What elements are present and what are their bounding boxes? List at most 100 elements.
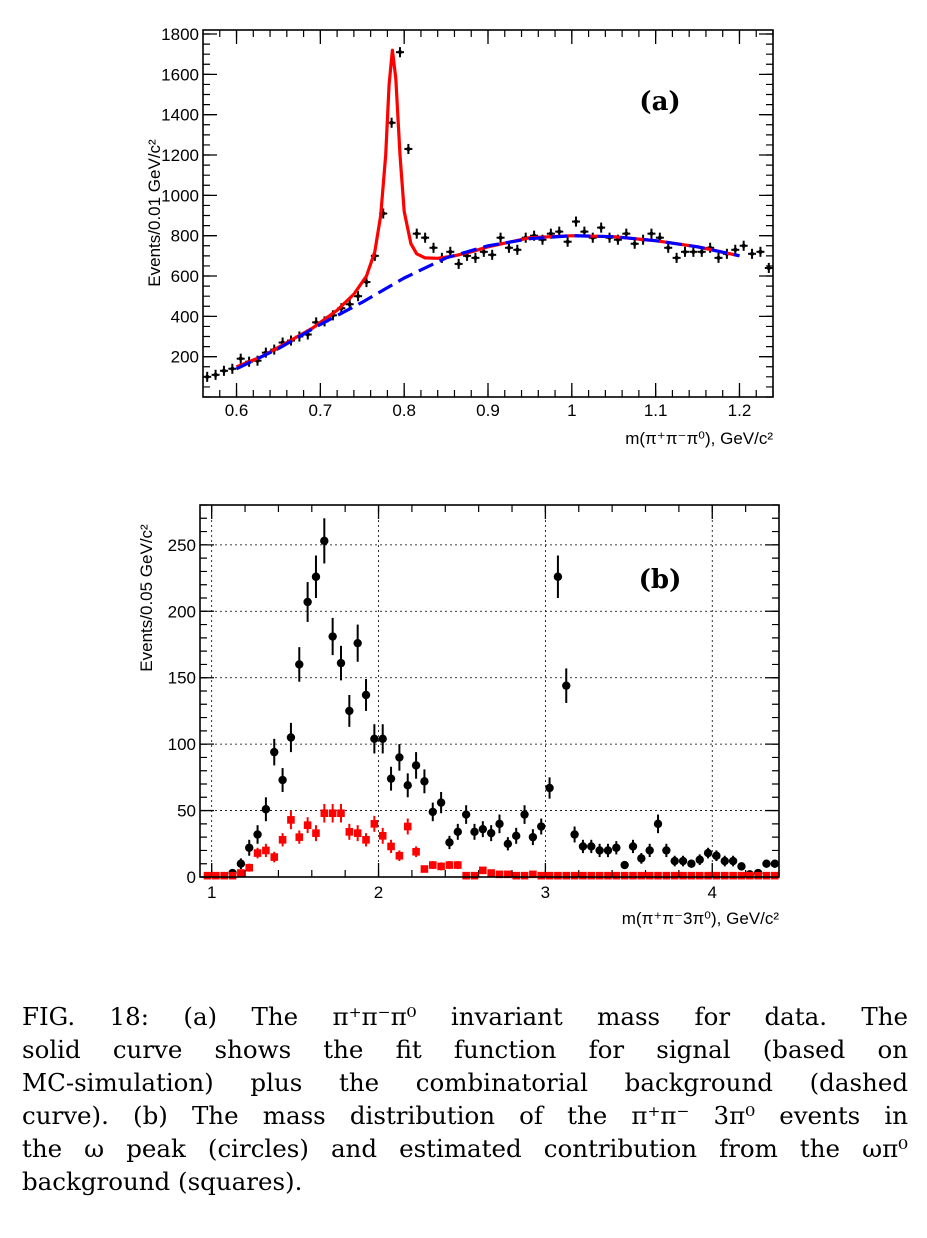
square-marker bbox=[554, 871, 562, 880]
data-point bbox=[420, 769, 429, 794]
data-point bbox=[546, 228, 555, 239]
square-marker bbox=[645, 871, 654, 880]
square-marker bbox=[387, 842, 395, 851]
data-point bbox=[628, 839, 638, 854]
square-marker bbox=[704, 871, 712, 880]
square-marker bbox=[403, 822, 412, 831]
data-point bbox=[345, 823, 354, 840]
point-marker bbox=[414, 231, 419, 236]
series-square-points bbox=[203, 803, 779, 880]
point-marker bbox=[653, 819, 663, 829]
point-marker bbox=[687, 859, 696, 868]
data-point bbox=[545, 871, 554, 880]
point-marker bbox=[537, 822, 546, 831]
point-marker bbox=[221, 368, 226, 373]
point-marker bbox=[657, 235, 662, 240]
point-marker bbox=[599, 225, 604, 230]
square-marker bbox=[212, 871, 220, 880]
data-point bbox=[219, 365, 228, 376]
data-point bbox=[520, 805, 529, 824]
x-tick-label: 3 bbox=[541, 883, 550, 902]
square-marker bbox=[378, 832, 387, 840]
point-marker bbox=[603, 846, 613, 855]
point-marker bbox=[411, 761, 421, 770]
data-point bbox=[404, 143, 413, 155]
series-circle-points bbox=[228, 518, 780, 879]
x-tick-label: 1.2 bbox=[728, 401, 752, 420]
point-marker bbox=[436, 798, 446, 807]
data-point bbox=[412, 846, 420, 858]
point-marker bbox=[750, 251, 755, 256]
square-marker bbox=[737, 871, 746, 880]
point-marker bbox=[733, 247, 738, 252]
y-tick-label: 0 bbox=[187, 868, 196, 887]
square-marker bbox=[345, 828, 354, 836]
point-marker bbox=[213, 372, 218, 377]
data-point bbox=[637, 871, 646, 880]
caption-line: the ω peak (circles) and estimated contr… bbox=[22, 1134, 908, 1163]
y-tick-label: 1000 bbox=[161, 186, 199, 205]
data-point bbox=[695, 854, 704, 866]
point-marker bbox=[712, 851, 721, 860]
square-marker bbox=[220, 871, 228, 880]
square-marker bbox=[253, 849, 262, 857]
point-marker bbox=[666, 245, 671, 250]
plot-frame bbox=[199, 504, 780, 878]
square-marker bbox=[228, 871, 237, 880]
data-point bbox=[436, 791, 446, 814]
data-point bbox=[570, 871, 579, 880]
square-marker bbox=[287, 816, 295, 824]
square-marker bbox=[328, 809, 337, 818]
point-marker bbox=[649, 231, 654, 236]
square-marker bbox=[462, 871, 470, 880]
data-point bbox=[762, 859, 771, 868]
minor-ticks bbox=[200, 504, 780, 878]
data-point bbox=[645, 871, 654, 880]
square-marker bbox=[679, 871, 687, 880]
point-marker bbox=[503, 839, 513, 848]
data-point bbox=[754, 871, 762, 880]
data-point bbox=[228, 871, 237, 880]
data-point bbox=[554, 871, 562, 880]
data-point bbox=[762, 871, 771, 880]
point-marker bbox=[699, 249, 704, 254]
data-point bbox=[504, 242, 513, 253]
data-point bbox=[328, 617, 337, 656]
data-point bbox=[529, 870, 537, 879]
point-marker bbox=[236, 859, 246, 868]
point-marker bbox=[770, 859, 780, 868]
square-marker bbox=[520, 871, 529, 880]
data-point bbox=[262, 843, 270, 858]
point-marker bbox=[448, 249, 453, 254]
square-marker bbox=[687, 871, 696, 880]
data-point bbox=[496, 232, 505, 243]
square-marker bbox=[720, 871, 729, 880]
point-marker bbox=[582, 229, 587, 234]
point-marker bbox=[403, 781, 412, 790]
data-point bbox=[487, 869, 495, 877]
point-marker bbox=[230, 366, 235, 371]
y-tick-label: 50 bbox=[177, 802, 196, 821]
point-marker bbox=[238, 356, 243, 361]
data-point bbox=[495, 814, 504, 834]
point-marker bbox=[670, 856, 679, 866]
data-point bbox=[361, 679, 371, 711]
data-point bbox=[286, 722, 296, 753]
data-point bbox=[704, 871, 712, 880]
data-point bbox=[714, 252, 723, 263]
point-marker bbox=[674, 255, 679, 260]
point-marker bbox=[345, 706, 354, 716]
data-point bbox=[647, 228, 656, 239]
data-point bbox=[672, 252, 681, 263]
x-tick-label: 0.7 bbox=[309, 401, 333, 420]
data-point bbox=[411, 752, 421, 779]
data-point bbox=[370, 815, 379, 832]
panel-label: (a) bbox=[639, 87, 680, 117]
square-marker bbox=[654, 871, 662, 880]
point-marker bbox=[397, 50, 402, 55]
point-marker bbox=[574, 219, 579, 224]
point-marker bbox=[637, 854, 646, 863]
data-point bbox=[578, 839, 588, 854]
data-point bbox=[395, 850, 404, 862]
point-marker bbox=[423, 235, 428, 240]
